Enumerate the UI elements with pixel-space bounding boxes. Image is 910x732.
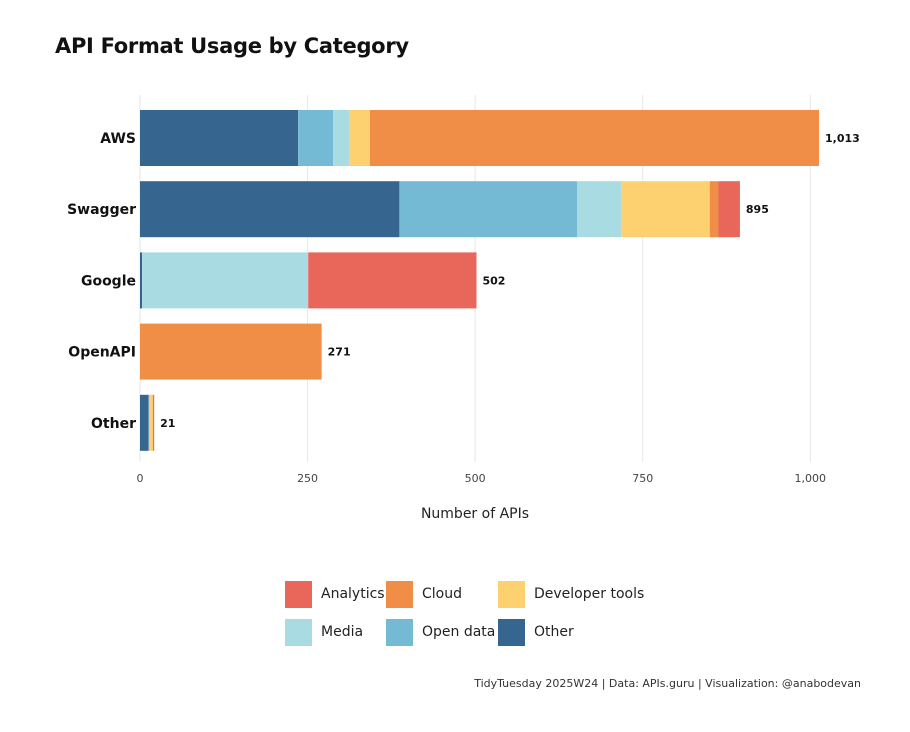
category-label: Swagger xyxy=(67,202,136,218)
legend-label-analytics: Analytics xyxy=(321,586,385,602)
total-label: 21 xyxy=(160,417,175,430)
labels: 0 250 500 750 1,000 AWS 1,013 Swagger 895 Google 5… xyxy=(67,131,860,485)
bar-segment-other-analytics xyxy=(153,394,155,451)
bar-segment-swagger-cloud xyxy=(709,181,719,238)
legend-swatch-media xyxy=(285,618,312,646)
x-tick-label: 0 xyxy=(137,472,144,485)
total-label: 895 xyxy=(746,203,769,216)
bar-segment-openapi-cloud xyxy=(140,323,322,380)
bar-segment-aws-cloud xyxy=(369,110,819,166)
bar-segment-other-cloud xyxy=(152,394,154,451)
legend-item-cloud: Cloud xyxy=(386,580,462,608)
bar-segment-google-other xyxy=(140,252,143,309)
legend-item-analytics: Analytics xyxy=(285,580,385,608)
bar-segment-aws-developer-tools xyxy=(349,110,370,166)
total-label: 271 xyxy=(328,346,351,359)
bar-segment-google-media xyxy=(142,252,309,309)
legend-label-other: Other xyxy=(534,624,574,640)
legend-swatch-developer-tools xyxy=(498,580,525,608)
x-tick-label: 750 xyxy=(632,472,653,485)
category-label: OpenAPI xyxy=(68,345,136,361)
bar-segment-swagger-open-data xyxy=(399,181,578,238)
bar-segment-other-other xyxy=(140,394,149,451)
x-tick-label: 500 xyxy=(465,472,486,485)
x-tick-label: 250 xyxy=(297,472,318,485)
legend: Analytics Cloud Developer tools Media Op… xyxy=(285,580,705,650)
bar-segment-swagger-other xyxy=(140,181,400,238)
category-label: Google xyxy=(81,273,136,289)
legend-item-other: Other xyxy=(498,618,574,646)
legend-label-media: Media xyxy=(321,624,364,640)
chart-caption: TidyTuesday 2025W24 | Data: APIs.guru | … xyxy=(474,677,861,690)
legend-swatch-cloud xyxy=(386,580,413,608)
bar-segment-aws-open-data xyxy=(298,110,334,166)
legend-item-open-data: Open data xyxy=(386,618,495,646)
legend-label-developer-tools: Developer tools xyxy=(534,586,645,602)
x-tick-label: 1,000 xyxy=(795,472,827,485)
legend-swatch-open-data xyxy=(386,618,413,646)
x-axis-label: Number of APIs xyxy=(420,506,530,522)
bars xyxy=(140,110,819,451)
category-label: AWS xyxy=(100,131,136,147)
bar-segment-google-analytics xyxy=(308,252,477,309)
legend-label-cloud: Cloud xyxy=(422,586,462,602)
total-label: 1,013 xyxy=(825,132,860,145)
bar-segment-other-media xyxy=(148,394,151,451)
legend-swatch-other xyxy=(498,618,525,646)
total-label: 502 xyxy=(482,274,505,287)
legend-label-open-data: Open data xyxy=(422,624,496,640)
legend-item-media: Media xyxy=(285,618,363,646)
bar-segment-swagger-analytics xyxy=(718,181,740,238)
bar-segment-swagger-media xyxy=(577,181,622,238)
bar-segment-aws-other xyxy=(140,110,299,166)
bar-segment-swagger-developer-tools xyxy=(621,181,710,238)
bar-segment-other-developer-tools xyxy=(150,394,153,451)
chart-title: API Format Usage by Category xyxy=(55,34,409,58)
legend-swatch-analytics xyxy=(285,580,312,608)
legend-item-developer-tools: Developer tools xyxy=(498,580,644,608)
category-label: Other xyxy=(91,416,136,432)
bar-segment-aws-media xyxy=(333,110,350,166)
